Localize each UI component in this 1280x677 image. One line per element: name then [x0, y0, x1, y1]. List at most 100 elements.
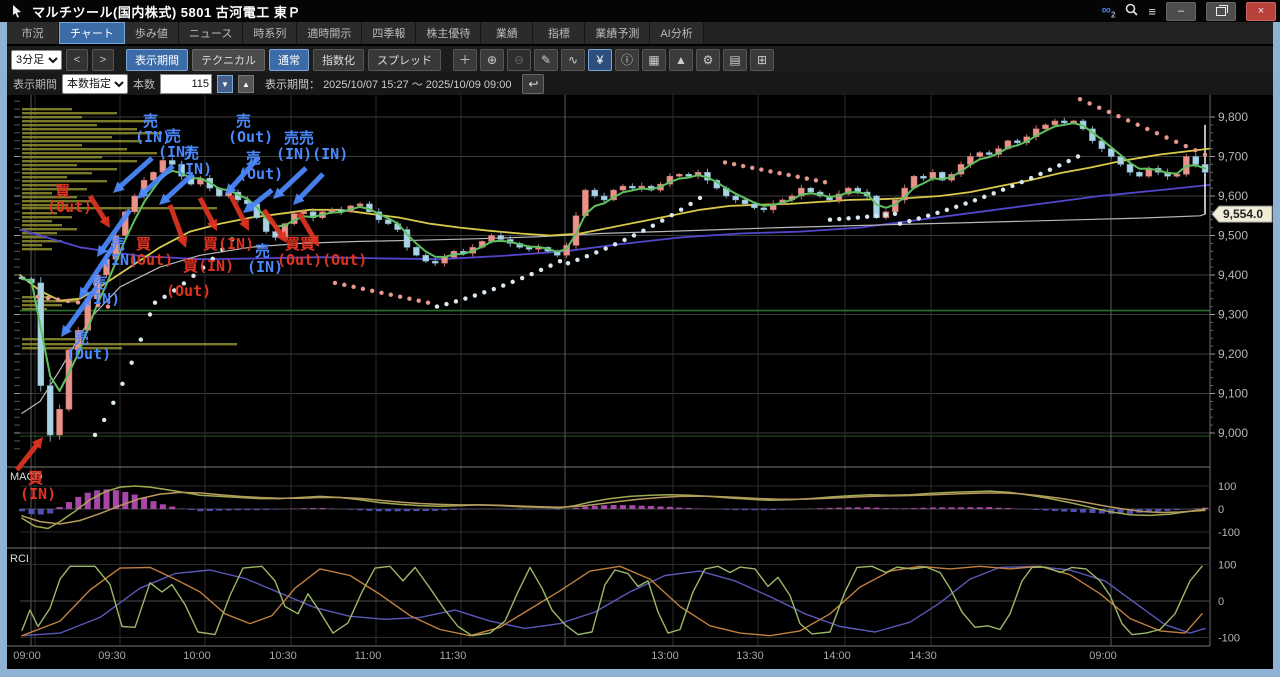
rci-panel: 100 0 -100 RCI — [7, 553, 1240, 647]
tab-0[interactable]: 市況 — [7, 22, 59, 44]
link-icon[interactable]: ∞2 — [1101, 2, 1116, 20]
svg-text:-100: -100 — [1218, 633, 1240, 645]
normal-button[interactable]: 通常 — [269, 48, 309, 71]
reset-period-button[interactable]: ↩ — [522, 74, 545, 94]
bar-count-input[interactable] — [160, 74, 212, 94]
left-axis-ticks — [14, 92, 20, 450]
sell-marker-label: 売(Out) — [228, 112, 273, 146]
restore-button[interactable] — [1206, 1, 1236, 21]
chart-type-icon[interactable]: ▲ — [669, 48, 693, 71]
window-border-bottom — [0, 669, 1280, 677]
menu-icon[interactable]: ≡ — [1148, 3, 1156, 19]
prev-button[interactable]: < — [66, 48, 88, 71]
event-marker-icon[interactable]: ∿ — [561, 48, 585, 71]
svg-text:9,200: 9,200 — [1218, 347, 1248, 361]
chart-toolbar: 3分足 < > 表示期間 テクニカル 通常 指数化 スプレッド ＋ ⊕ ⊖ ✎ ∿ ¥ ⓘ ▦ ▲ ⚙ ▤ ⊞ — [7, 46, 1273, 73]
period-range-label: 表示期間： 2025/10/07 15:27 ～ 2025/10/09 09:0… — [265, 79, 512, 91]
period-mode-select[interactable]: 本数指定 — [62, 74, 128, 94]
app-cursor-icon — [13, 5, 21, 18]
svg-text:9,400: 9,400 — [1218, 268, 1248, 282]
zoom-in-icon[interactable]: ⊕ — [480, 48, 504, 71]
count-increment-button[interactable]: ▲ — [238, 75, 254, 93]
svg-text:11:00: 11:00 — [355, 650, 382, 662]
sell-marker-label: 売売(IN)(IN) — [276, 129, 348, 163]
crosshair-icon[interactable]: ＋ — [453, 48, 477, 71]
svg-text:-100: -100 — [1218, 527, 1240, 539]
tab-6[interactable]: 四季報 — [362, 22, 417, 44]
count-label: 本数 — [133, 79, 155, 91]
search-icon[interactable] — [1125, 3, 1139, 19]
next-button[interactable]: > — [92, 48, 114, 71]
window-title: マルチツール(国内株式) 5801 古河電工 東Ｐ — [32, 4, 301, 20]
count-decrement-button[interactable]: ▼ — [217, 75, 233, 93]
buy-marker-label: 買買(Out)(Out) — [277, 235, 367, 269]
grid-layer — [20, 95, 1210, 646]
period-toolbar: 表示期間 本数指定 本数 ▼ ▲ 表示期間： 2025/10/07 15:27 … — [7, 73, 1273, 95]
tab-2[interactable]: 歩み値 — [124, 22, 179, 44]
svg-text:10:00: 10:00 — [183, 650, 211, 662]
ma-green-line — [21, 122, 1207, 392]
macd-panel: 100 0 -100 MACD — [7, 466, 1240, 549]
tab-11[interactable]: AI分析 — [650, 22, 704, 44]
price-display-icon[interactable]: ¥ — [588, 48, 612, 71]
timeframe-select[interactable]: 3分足 — [11, 49, 62, 70]
sell-marker-label: 売(Out) — [66, 329, 111, 363]
svg-text:13:00: 13:00 — [651, 650, 679, 662]
svg-text:9,000: 9,000 — [1218, 426, 1248, 440]
svg-text:100: 100 — [1218, 481, 1236, 493]
minimize-button[interactable]: – — [1166, 1, 1196, 21]
buy-marker-label: 買(IN) — [20, 469, 56, 503]
buy-marker-label: 買(IN) — [203, 235, 254, 253]
trade-arrows-layer — [15, 156, 325, 472]
display-period-button[interactable]: 表示期間 — [126, 48, 188, 71]
svg-text:14:00: 14:00 — [823, 650, 851, 662]
svg-text:10:30: 10:30 — [269, 650, 297, 662]
svg-text:9,300: 9,300 — [1218, 308, 1248, 322]
svg-text:11:30: 11:30 — [440, 650, 467, 662]
svg-text:9,500: 9,500 — [1218, 229, 1248, 243]
svg-text:14:30: 14:30 — [909, 650, 937, 662]
period-label: 表示期間 — [13, 79, 57, 91]
svg-text:MACD: MACD — [10, 471, 42, 483]
svg-text:09:30: 09:30 — [98, 650, 126, 662]
tab-3[interactable]: ニュース — [178, 22, 244, 44]
sell-marker-label: 売(IN) — [176, 144, 212, 178]
svg-text:9,800: 9,800 — [1218, 110, 1248, 124]
restore-icon — [1216, 4, 1228, 16]
price-axis: 9,000 9,100 9,200 9,300 9,400 9,500 9,600 9,700… — [1209, 95, 1248, 646]
svg-text:9,554.0: 9,554.0 — [1223, 207, 1263, 221]
settings-icon[interactable]: ⚙ — [696, 48, 720, 71]
svg-text:09:00: 09:00 — [13, 650, 41, 662]
volume-display-icon[interactable]: ▦ — [642, 48, 666, 71]
time-axis: 09:00 09:30 10:00 10:30 11:00 11:30 13:00 13:30… — [13, 650, 1117, 662]
tab-8[interactable]: 業績 — [481, 22, 534, 44]
title-bar: マルチツール(国内株式) 5801 古河電工 東Ｐ ∞2 ≡ – × — [0, 0, 1280, 22]
svg-text:9,100: 9,100 — [1218, 387, 1248, 401]
tab-9[interactable]: 指標 — [533, 22, 586, 44]
trade-annotations-layer: 売(IN)売(IN)売(IN)売(Out)売(Out)売売(IN)(IN)売(I… — [20, 112, 367, 503]
buy-marker-label: (Out) — [166, 282, 211, 300]
tab-4[interactable]: 時系列 — [243, 22, 298, 44]
sell-marker-label: 売(IN) — [135, 112, 171, 146]
sar-dots-layer — [35, 97, 1208, 438]
svg-text:9,700: 9,700 — [1218, 150, 1248, 164]
tab-10[interactable]: 業績予測 — [585, 22, 651, 44]
spread-button[interactable]: スプレッド — [368, 48, 441, 71]
tab-chart[interactable]: チャート — [59, 22, 125, 44]
buy-marker-label: 買(Out) — [47, 182, 92, 216]
print-icon[interactable]: ▤ — [723, 48, 747, 71]
svg-text:100: 100 — [1218, 560, 1236, 572]
sell-marker-label: 売(IN) — [84, 274, 120, 308]
indexed-button[interactable]: 指数化 — [313, 48, 364, 71]
technical-button[interactable]: テクニカル — [192, 48, 265, 71]
tab-5[interactable]: 適時開示 — [297, 22, 363, 44]
draw-icon[interactable]: ✎ — [534, 48, 558, 71]
tab-7[interactable]: 株主優待 — [416, 22, 482, 44]
close-button[interactable]: × — [1246, 1, 1276, 21]
zoom-out-icon[interactable]: ⊖ — [507, 48, 531, 71]
info-icon[interactable]: ⓘ — [615, 48, 639, 71]
svg-text:0: 0 — [1218, 596, 1224, 608]
new-window-icon[interactable]: ⊞ — [750, 48, 774, 71]
current-price-badge: 9,554.0 — [1211, 205, 1273, 223]
